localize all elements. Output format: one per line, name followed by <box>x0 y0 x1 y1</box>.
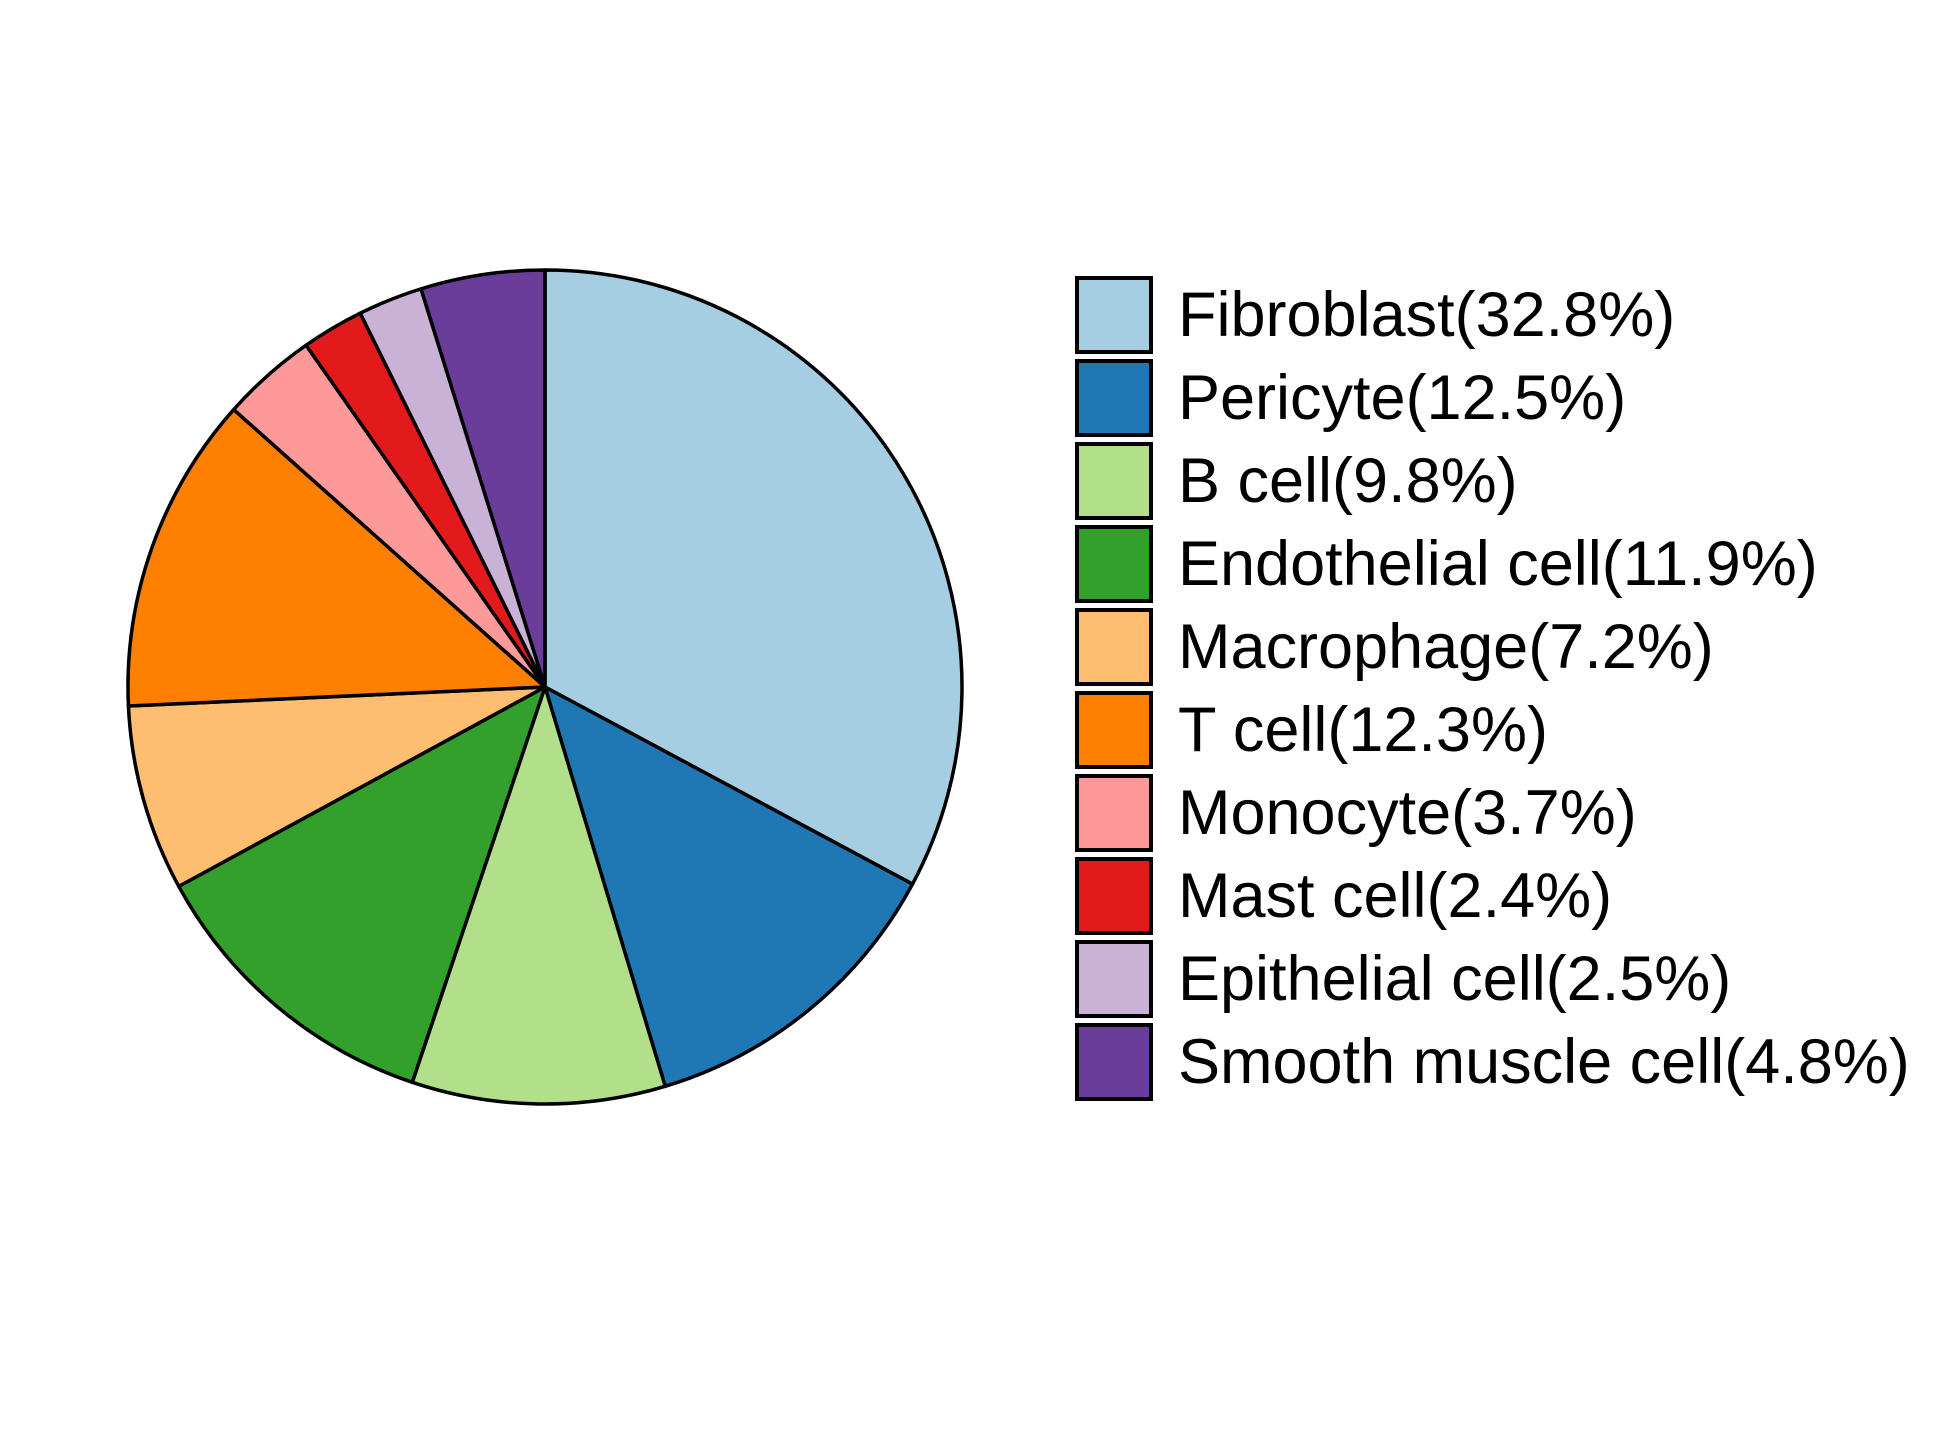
legend-label: B cell(9.8%) <box>1178 446 1518 516</box>
legend-label: Fibroblast(32.8%) <box>1178 280 1676 350</box>
legend-swatch <box>1075 359 1153 437</box>
legend-item-endothelial-cell: Endothelial cell(11.9%) <box>1075 525 1910 603</box>
legend-label: Endothelial cell(11.9%) <box>1178 529 1818 599</box>
legend-swatch <box>1075 691 1153 769</box>
legend-label: Smooth muscle cell(4.8%) <box>1178 1027 1910 1097</box>
legend-label: T cell(12.3%) <box>1178 695 1548 765</box>
legend-item-epithelial-cell: Epithelial cell(2.5%) <box>1075 940 1910 1018</box>
legend-swatch <box>1075 525 1153 603</box>
pie-slice-endothelial-cell <box>176 685 547 1085</box>
legend-item-smooth-muscle-cell: Smooth muscle cell(4.8%) <box>1075 1023 1910 1101</box>
legend-item-b-cell: B cell(9.8%) <box>1075 442 1910 520</box>
pie-slice-smooth-muscle-cell <box>419 268 547 689</box>
legend-label: Macrophage(7.2%) <box>1178 612 1714 682</box>
legend-swatch <box>1075 442 1153 520</box>
legend-item-fibroblast: Fibroblast(32.8%) <box>1075 276 1910 354</box>
legend-item-pericyte: Pericyte(12.5%) <box>1075 359 1910 437</box>
pie-slice-b-cell <box>410 685 667 1106</box>
legend-label: Pericyte(12.5%) <box>1178 363 1627 433</box>
legend-item-mast-cell: Mast cell(2.4%) <box>1075 857 1910 935</box>
legend-item-macrophage: Macrophage(7.2%) <box>1075 608 1910 686</box>
pie-slice-macrophage <box>126 685 547 889</box>
legend-item-monocyte: Monocyte(3.7%) <box>1075 774 1910 852</box>
legend-label: Epithelial cell(2.5%) <box>1178 944 1732 1014</box>
legend-swatch <box>1075 774 1153 852</box>
legend-label: Mast cell(2.4%) <box>1178 861 1613 931</box>
legend-swatch <box>1075 940 1153 1018</box>
legend-label: Monocyte(3.7%) <box>1178 778 1637 848</box>
legend-item-t-cell: T cell(12.3%) <box>1075 691 1910 769</box>
legend: Fibroblast(32.8%) Pericyte(12.5%) B cell(9… <box>1075 276 1910 1101</box>
legend-swatch <box>1075 608 1153 686</box>
pie-slice-t-cell <box>126 407 547 708</box>
legend-swatch <box>1075 276 1153 354</box>
pie-slice-fibroblast <box>543 268 964 886</box>
legend-swatch <box>1075 857 1153 935</box>
legend-swatch <box>1075 1023 1153 1101</box>
